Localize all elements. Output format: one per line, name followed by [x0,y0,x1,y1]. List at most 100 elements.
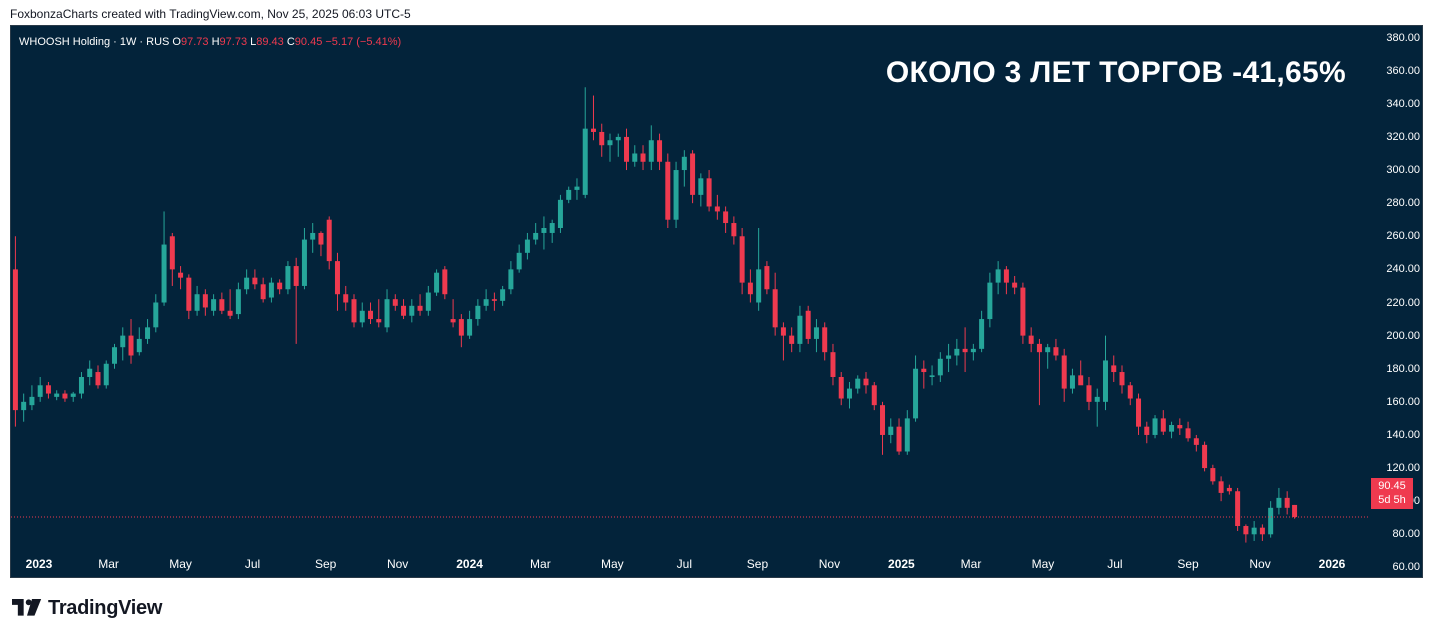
candle [1078,360,1084,386]
candle-body [483,299,489,306]
time-tick-label: Nov [1249,557,1271,571]
legend-open-key: O [172,36,181,48]
price-tick-label: 60.00 [1392,561,1420,574]
candle-body [401,305,407,316]
candle-body [128,335,134,356]
candle-body [227,310,233,316]
candle [62,390,68,402]
candle [731,216,737,245]
legend-high-value: 97.73 [219,36,248,48]
candle-body [409,305,415,316]
price-tick-label: 140.00 [1386,428,1420,441]
candle [351,294,357,328]
candle-body [937,358,943,376]
candle [153,294,159,333]
candle-body [1119,372,1125,386]
candle-body [87,368,93,378]
bar-countdown: 5d 5h [1378,494,1406,506]
candle [1061,348,1067,402]
candle [268,277,274,303]
candle-body [739,236,745,283]
candle-body [599,131,605,146]
candle [128,319,134,364]
candle-body [946,355,952,359]
tradingview-brand[interactable]: TradingView [12,597,162,620]
candle-body [252,277,258,285]
candle [995,261,1001,295]
candle [293,257,299,344]
candle [483,289,489,311]
candle [211,294,217,316]
candle-body [921,368,927,373]
candle-body [1144,426,1150,435]
time-tick-label: Jul [676,557,692,571]
candle-body [780,327,786,336]
candle [599,123,605,157]
candle [434,269,440,296]
candle [690,150,696,204]
candle [491,292,497,311]
candle-body [1020,287,1026,336]
candle [161,211,167,306]
candle [343,285,349,311]
candle-body [1102,360,1108,402]
candlestick-plot[interactable] [11,26,1423,578]
candle [376,299,382,328]
candle [789,327,795,353]
candle-body [987,282,993,320]
candle-body [813,327,819,339]
candle [1111,355,1117,382]
candle-body [657,140,663,162]
candle [640,145,646,171]
candle-body [797,315,803,344]
candle-body [508,269,514,290]
price-tick-label: 340.00 [1386,97,1420,110]
chart-panel[interactable]: WHOOSH Holding · 1W · RUS O97.73 H97.73 … [10,25,1423,578]
candle [450,299,456,328]
candle-body [756,269,762,303]
candle [863,372,869,394]
candle-body [913,368,919,419]
candle-body [442,269,448,295]
candle-body [78,377,84,394]
candle-body [681,156,687,171]
candle-body [582,128,588,195]
legend-symbol: WHOOSH Holding · 1W · RUS [19,36,170,48]
candle-body [310,232,316,240]
candle-body [541,227,547,233]
candle [970,343,976,361]
candle [1003,266,1009,295]
candle-body [615,136,621,141]
candle [252,269,258,290]
candle [227,289,233,320]
headline-annotation: ОКОЛО 3 ЛЕТ ТОРГОВ -41,65% [885,56,1346,89]
candle [103,360,109,389]
candle-body [194,294,200,311]
candle [45,381,51,399]
candle-body [690,153,696,195]
candle [871,381,877,411]
candle [475,299,481,326]
candle-body [714,206,720,212]
candle-body [863,378,869,386]
price-tick-label: 380.00 [1386,31,1420,44]
candle-body [392,299,398,306]
candle [937,352,943,382]
candle [145,319,151,344]
candle-body [566,189,572,200]
price-tick-label: 300.00 [1386,164,1420,177]
candle-body [103,363,109,386]
candle-body [37,385,43,397]
last-price-value: 90.45 [1378,480,1406,492]
candle-body [277,282,283,290]
candle-body [153,302,159,328]
candle-body [219,299,225,311]
candle-body [747,282,753,295]
candle-body [1268,507,1274,535]
candle [962,327,968,373]
candle-body [1210,468,1216,482]
candle [458,314,464,348]
candle-body [458,319,464,336]
candle [1094,388,1100,427]
candle [780,322,786,361]
